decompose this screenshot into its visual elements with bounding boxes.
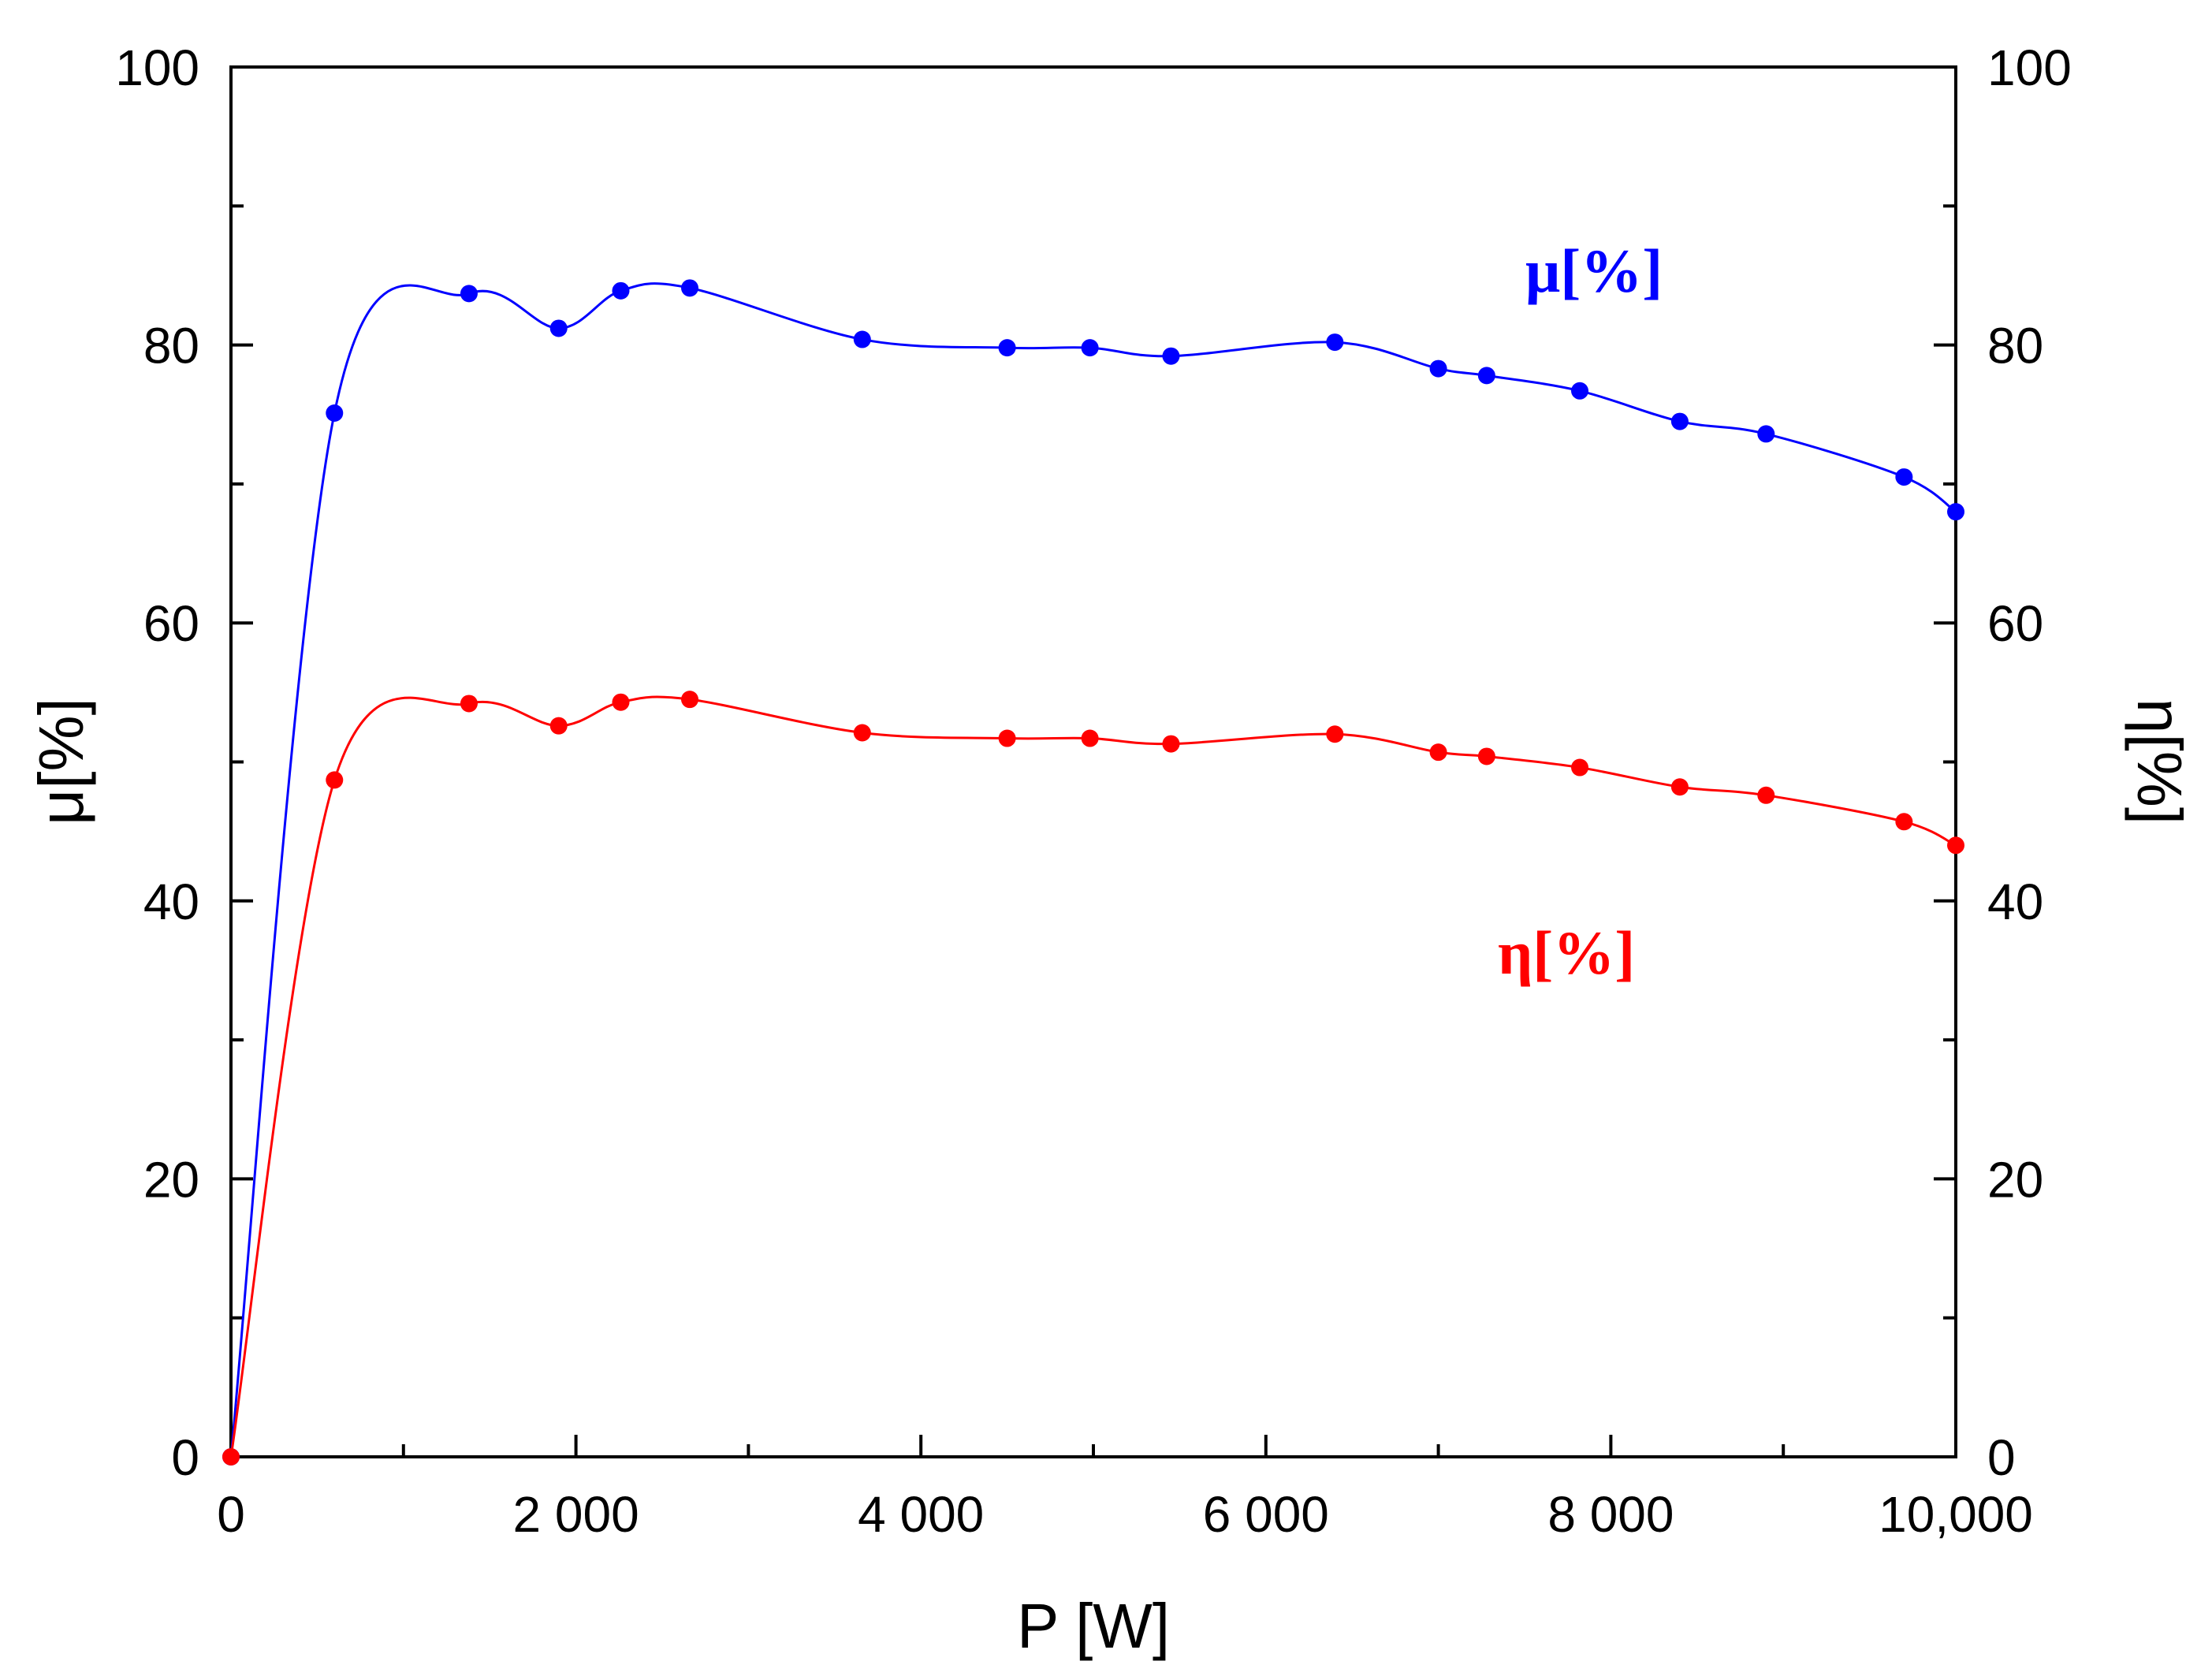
y-axis-title-right: η[%] — [2124, 698, 2195, 825]
eta-series-annotation: η[%] — [1498, 918, 1635, 987]
data-point — [1429, 359, 1447, 378]
x-tick-label: 0 — [217, 1486, 245, 1543]
x-tick-label: 4 000 — [858, 1486, 984, 1543]
series-layer — [222, 279, 1964, 1466]
y-tick-label-right: 100 — [1987, 39, 2072, 96]
y-tick-label-left: 40 — [143, 873, 199, 930]
data-point — [1081, 339, 1099, 357]
data-point — [1895, 468, 1913, 486]
data-point — [1670, 778, 1689, 796]
axis-ticks — [229, 65, 1957, 1458]
x-tick-labels: 0 2 000 4 000 6 000 8 000 10,000 — [217, 1486, 2033, 1543]
data-point — [1947, 836, 1964, 855]
data-point — [853, 330, 871, 348]
data-point — [612, 281, 630, 300]
data-point — [326, 771, 344, 789]
data-point — [1895, 813, 1913, 831]
data-point — [549, 717, 568, 735]
y-tick-label-right: 0 — [1987, 1429, 2016, 1486]
data-point — [1477, 747, 1495, 765]
x-tick-label: 8 000 — [1547, 1486, 1674, 1543]
y-tick-label-left: 80 — [143, 318, 199, 374]
y-tick-label-right: 60 — [1987, 595, 2043, 652]
data-point — [1571, 758, 1589, 777]
data-point — [681, 279, 699, 297]
data-point — [460, 695, 478, 713]
data-point — [1477, 367, 1495, 385]
data-point — [1947, 503, 1964, 521]
data-point — [222, 1448, 240, 1466]
data-point — [1429, 743, 1447, 762]
series-mu — [222, 279, 1964, 1466]
y-tick-label-left: 60 — [143, 595, 199, 652]
data-point — [1571, 382, 1589, 400]
x-tick-label: 10,000 — [1879, 1486, 2033, 1543]
data-point — [326, 404, 344, 422]
y-axis-title-left: μ[%] — [26, 698, 96, 825]
x-tick-label: 2 000 — [513, 1486, 639, 1543]
data-point — [998, 729, 1016, 747]
data-point — [1081, 729, 1099, 747]
y-tick-label-left: 0 — [171, 1429, 199, 1486]
y-tick-label-left: 100 — [115, 39, 199, 96]
y-tick-labels-left: 0 20 40 60 80 100 — [115, 39, 199, 1486]
series-eta — [222, 691, 1964, 1466]
data-point — [612, 693, 630, 711]
data-point — [1162, 347, 1180, 365]
y-tick-label-right: 40 — [1987, 873, 2043, 930]
y-tick-label-right: 20 — [1987, 1151, 2043, 1208]
data-point — [1757, 786, 1775, 804]
mu-series-annotation: μ[%] — [1525, 237, 1663, 305]
data-point — [1757, 425, 1775, 443]
data-point — [1326, 333, 1344, 352]
x-tick-label: 6 000 — [1203, 1486, 1329, 1543]
series-line — [229, 695, 1957, 1458]
data-point — [460, 285, 478, 303]
series-line — [229, 282, 1957, 1458]
y-tick-labels-right: 0 20 40 60 80 100 — [1987, 39, 2072, 1486]
y-tick-label-right: 80 — [1987, 318, 2043, 374]
data-point — [549, 319, 568, 337]
plot-frame — [229, 65, 1957, 1458]
x-axis-title: P [W] — [1017, 1591, 1170, 1661]
data-point — [681, 691, 699, 709]
data-point — [853, 724, 871, 742]
data-point — [1326, 725, 1344, 743]
y-tick-label-left: 20 — [143, 1151, 199, 1208]
data-point — [1670, 412, 1689, 430]
data-point — [1162, 735, 1180, 753]
data-point — [998, 339, 1016, 357]
